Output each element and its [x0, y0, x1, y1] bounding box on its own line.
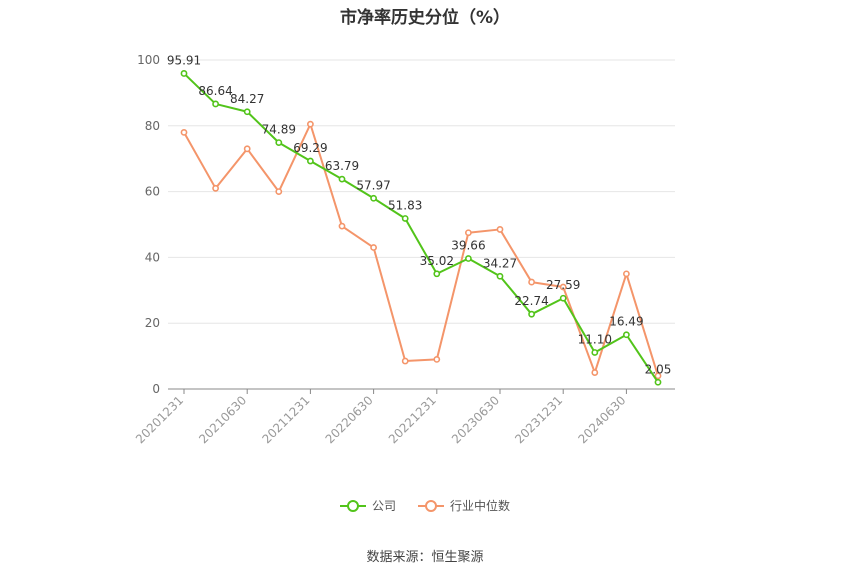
company-point	[275, 139, 283, 147]
y-tick-label: 80	[145, 119, 160, 133]
y-tick-label: 60	[145, 185, 160, 199]
industry-median-point	[591, 369, 599, 376]
industry-median-point	[180, 128, 188, 136]
y-tick-label: 100	[137, 53, 160, 67]
series-line-industry-median	[183, 123, 659, 377]
company-data-label: 35.02	[420, 254, 454, 268]
industry-median-point	[401, 357, 409, 365]
company-point	[496, 272, 504, 280]
legend-swatch-company	[339, 499, 366, 513]
company-data-label: 2.05	[645, 362, 672, 376]
x-tick-label: 20220630	[323, 393, 376, 446]
y-tick-label: 0	[152, 382, 160, 396]
company-point	[370, 194, 377, 202]
data-source-note: 数据来源：恒生聚源	[366, 550, 484, 565]
company-data-label: 95.91	[167, 53, 201, 67]
industry-median-point	[370, 244, 377, 251]
industry-median-point	[496, 226, 504, 233]
company-point	[433, 270, 441, 278]
company-data-label: 57.97	[356, 178, 390, 192]
legend-label-industry-median: 行业中位数	[450, 499, 511, 513]
industry-median-point	[464, 229, 472, 237]
company-point	[401, 215, 409, 222]
company-data-label: 34.27	[483, 256, 517, 270]
company-data-label: 84.27	[230, 92, 264, 106]
company-point	[338, 175, 346, 183]
x-tick-label: 20231231	[512, 393, 565, 446]
company-point	[591, 349, 599, 356]
industry-median-point	[338, 222, 346, 230]
company-point	[180, 70, 188, 77]
chart-title: 市净率历史分位（%）	[339, 8, 511, 28]
legend-label-company: 公司	[371, 499, 396, 513]
industry-median-point	[433, 355, 441, 363]
company-point	[212, 100, 219, 108]
series-line-company	[183, 72, 659, 383]
legend-swatch-industry-median	[418, 499, 444, 513]
x-tick-label: 20210630	[196, 393, 249, 446]
company-point	[623, 331, 630, 339]
y-tick-label: 40	[145, 250, 160, 264]
company-point	[464, 255, 472, 262]
x-tick-label: 20221231	[386, 393, 439, 446]
company-data-label: 11.10	[578, 332, 612, 346]
industry-median-point	[306, 120, 314, 128]
legend-item-company[interactable]: 公司	[339, 497, 396, 514]
company-point	[528, 310, 535, 318]
company-data-label: 63.79	[325, 159, 359, 173]
industry-median-point	[275, 188, 283, 195]
company-data-label: 74.89	[262, 123, 296, 137]
company-data-label: 22.74	[514, 294, 548, 308]
legend-item-industry-median[interactable]: 行业中位数	[418, 497, 510, 514]
company-data-label: 39.66	[451, 239, 485, 253]
company-point	[559, 294, 567, 302]
industry-median-point	[528, 278, 535, 286]
industry-median-point	[654, 372, 662, 380]
x-tick-label: 20230630	[449, 393, 502, 446]
company-data-label: 16.49	[609, 315, 643, 329]
x-tick-label: 20201231	[133, 393, 186, 446]
company-point	[306, 157, 314, 165]
company-point	[243, 108, 251, 116]
industry-median-point	[243, 145, 251, 153]
industry-median-point	[212, 184, 219, 192]
company-data-label: 27.59	[546, 278, 580, 292]
x-tick-label: 20211231	[259, 393, 312, 446]
company-point	[654, 378, 662, 386]
company-data-label: 51.83	[388, 198, 422, 212]
industry-median-point	[623, 270, 630, 278]
company-data-label: 69.29	[293, 141, 327, 155]
y-tick-label: 20	[145, 316, 160, 330]
x-tick-label: 20240630	[575, 393, 628, 446]
company-data-label: 86.64	[198, 84, 232, 98]
industry-median-point	[559, 283, 567, 291]
legend: 公司 行业中位数	[0, 497, 850, 514]
